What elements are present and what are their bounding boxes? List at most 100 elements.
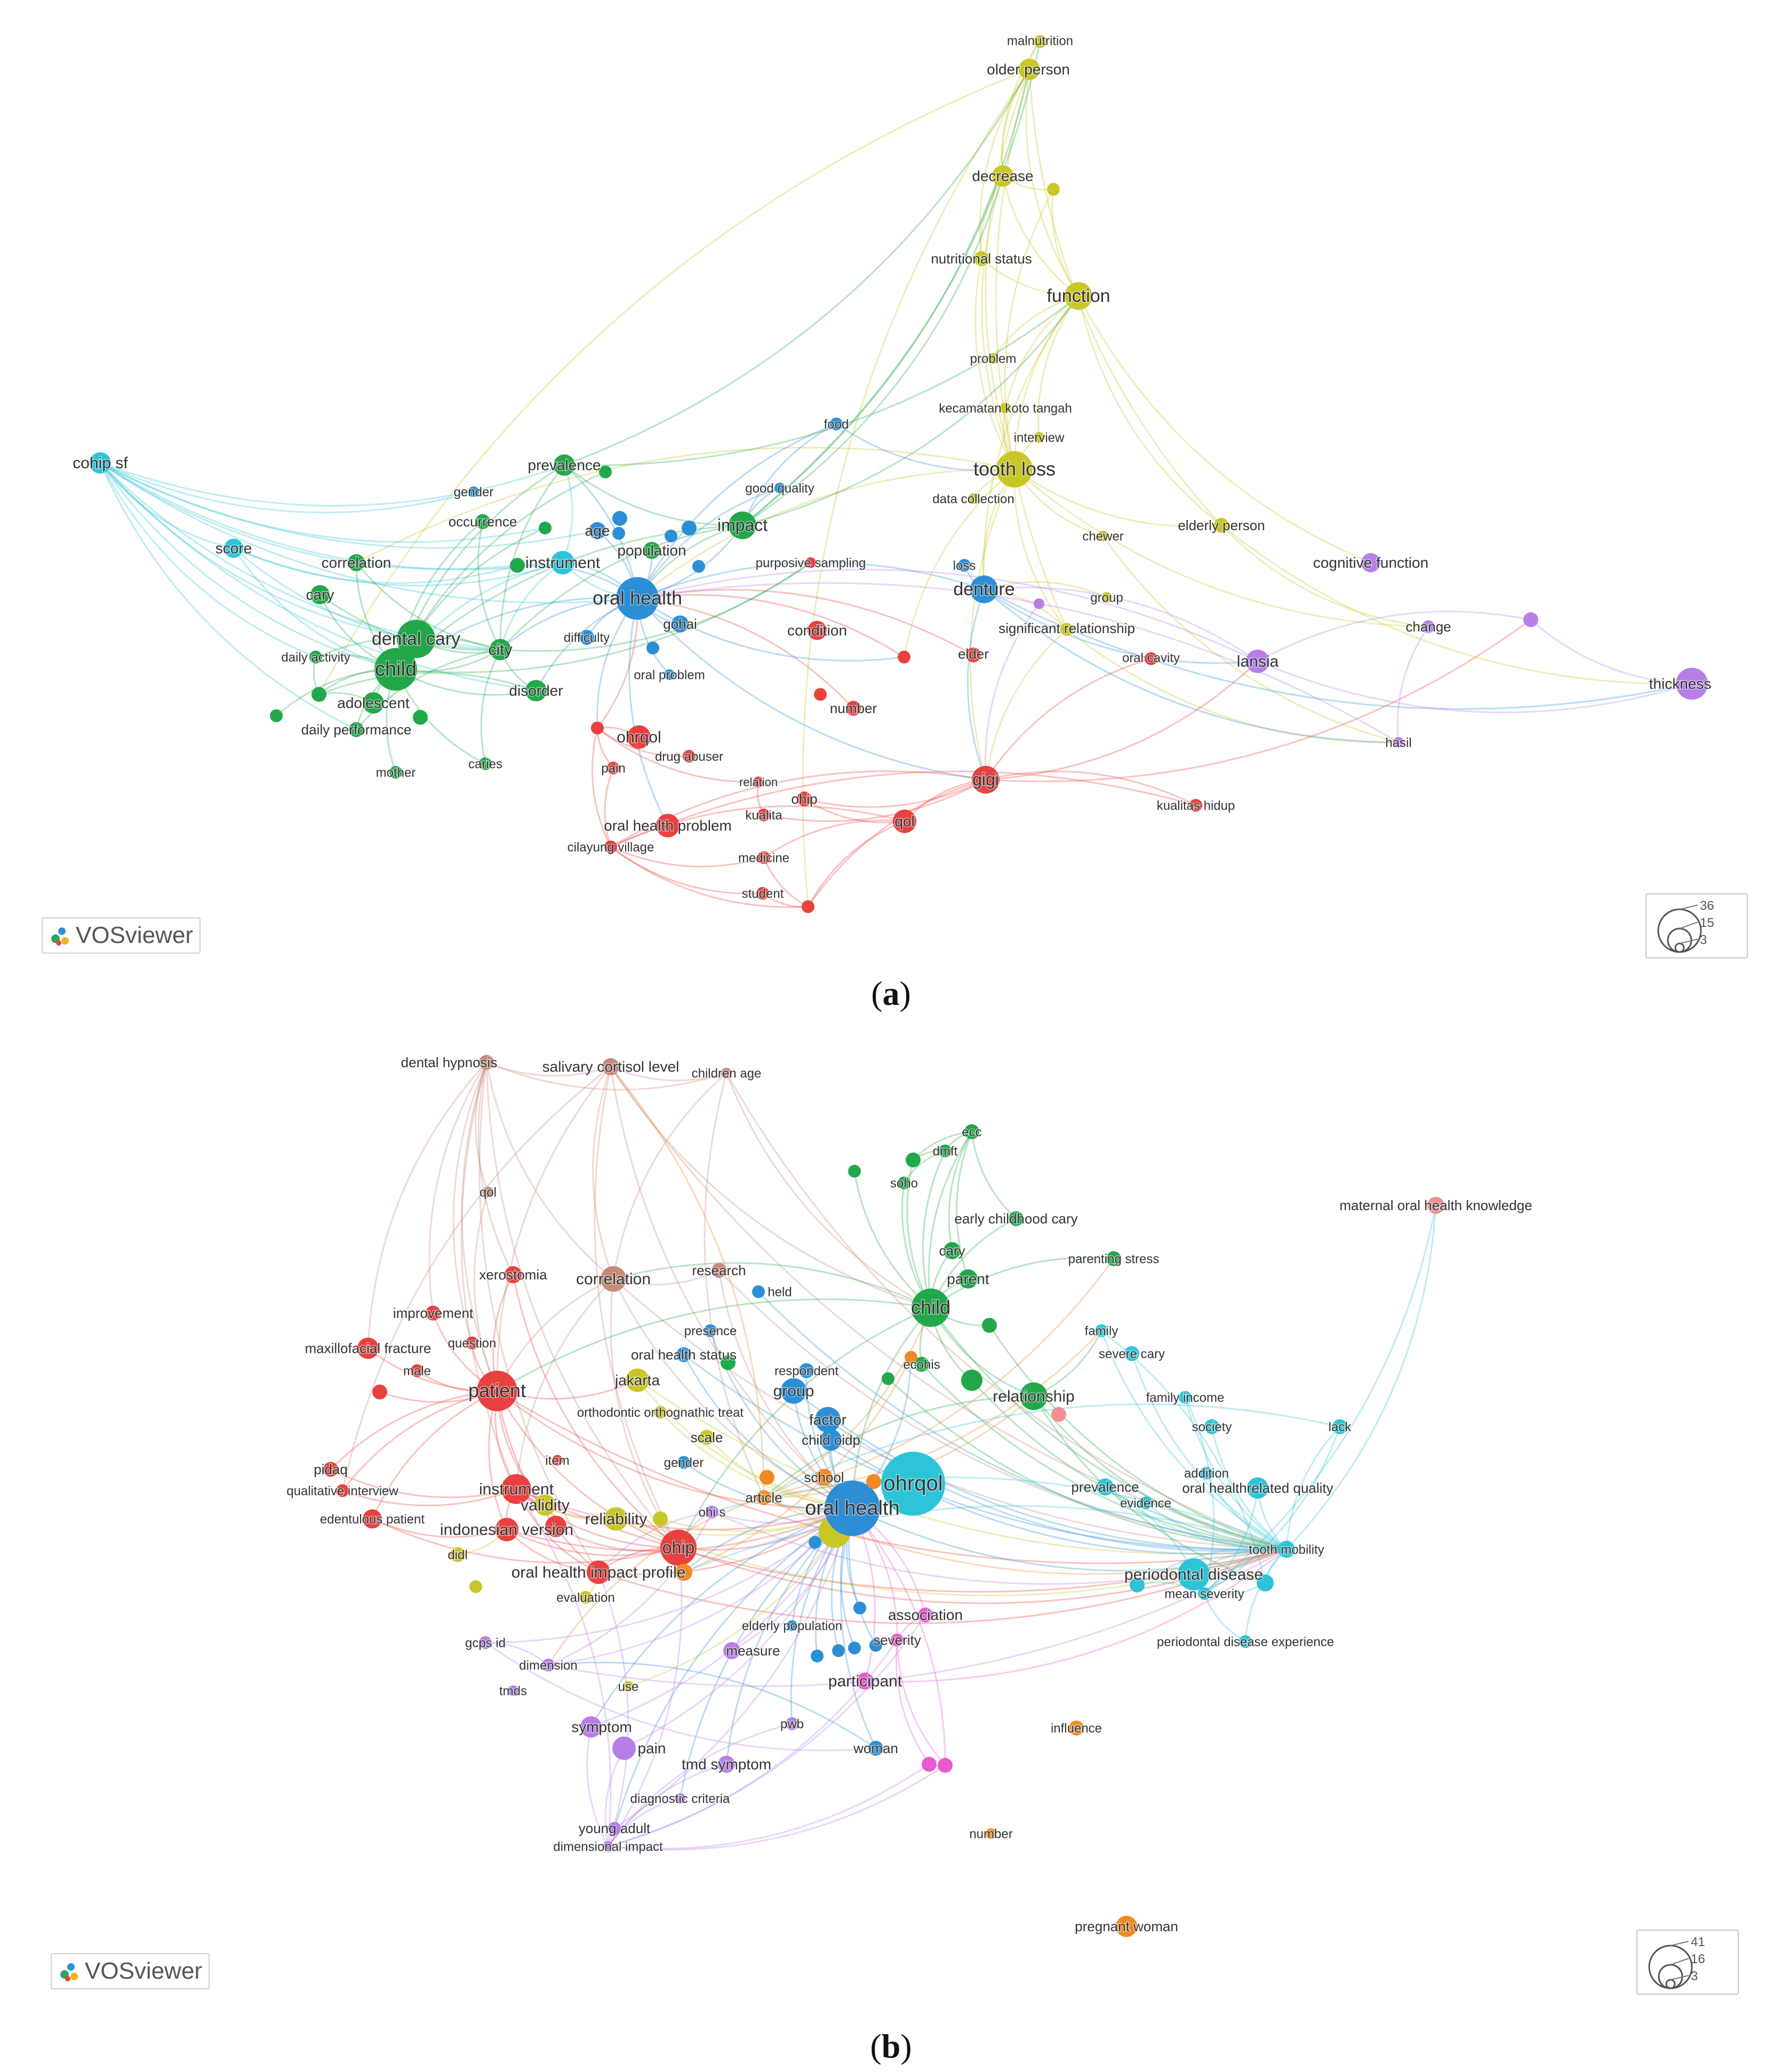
node-use[interactable] xyxy=(623,1681,634,1692)
node-number[interactable] xyxy=(986,1828,996,1839)
node-pain[interactable] xyxy=(612,1737,636,1760)
node-tmd-symptom[interactable] xyxy=(718,1756,735,1773)
node-unlabeled[interactable] xyxy=(848,1165,861,1178)
node-pidaq[interactable] xyxy=(323,1462,338,1477)
node-gohai[interactable] xyxy=(672,615,689,633)
node-ohi-s[interactable] xyxy=(706,1506,718,1518)
node-lansia[interactable] xyxy=(1246,650,1269,673)
node-evidence[interactable] xyxy=(1139,1497,1152,1509)
node-severe-cary[interactable] xyxy=(1124,1346,1139,1361)
node-unlabeled[interactable] xyxy=(1051,1407,1066,1422)
node-patient[interactable] xyxy=(477,1371,517,1411)
node-age[interactable] xyxy=(589,522,606,539)
node-unlabeled[interactable] xyxy=(612,527,625,540)
node-mean-severity[interactable] xyxy=(1198,1587,1211,1600)
node-measure[interactable] xyxy=(723,1642,740,1659)
node-unlabeled[interactable] xyxy=(372,1385,387,1399)
node-pregnant-woman[interactable] xyxy=(1116,1916,1137,1937)
node-tmds[interactable] xyxy=(508,1685,518,1696)
node-loss[interactable] xyxy=(958,559,971,572)
node-elder[interactable] xyxy=(966,647,981,662)
node-article[interactable] xyxy=(756,1490,771,1505)
node-correlation[interactable] xyxy=(348,554,365,571)
node-diagnostic-criteria[interactable] xyxy=(675,1793,685,1804)
node-severity[interactable] xyxy=(891,1634,904,1646)
node-dmft[interactable] xyxy=(939,1145,952,1157)
node-unlabeled[interactable] xyxy=(866,1474,881,1489)
node-condition[interactable] xyxy=(808,621,827,640)
node-held[interactable] xyxy=(752,1285,765,1298)
node-qualitative-interview[interactable] xyxy=(336,1484,349,1497)
node-difficulty[interactable] xyxy=(579,630,594,645)
node-unlabeled[interactable] xyxy=(961,1370,982,1391)
node-cary[interactable] xyxy=(310,585,330,604)
node-unlabeled[interactable] xyxy=(1047,183,1060,196)
node-association[interactable] xyxy=(918,1607,933,1622)
node-reliability[interactable] xyxy=(604,1507,628,1531)
node-influence[interactable] xyxy=(1069,1721,1084,1735)
node-improvement[interactable] xyxy=(426,1306,441,1321)
node-pwb[interactable] xyxy=(786,1717,798,1730)
node-unlabeled[interactable] xyxy=(814,688,827,701)
node-unlabeled[interactable] xyxy=(898,651,910,663)
node-medicine[interactable] xyxy=(757,851,770,864)
node-unlabeled[interactable] xyxy=(469,1580,482,1593)
node-interview[interactable] xyxy=(1034,432,1044,443)
node-question[interactable] xyxy=(466,1337,478,1349)
node-dimension[interactable] xyxy=(542,1659,555,1671)
node-group[interactable] xyxy=(1101,592,1112,603)
node-unlabeled[interactable] xyxy=(539,522,552,534)
node-ecohis[interactable] xyxy=(914,1357,929,1372)
node-periodontal-disease-experience[interactable] xyxy=(1239,1635,1252,1648)
node-unlabeled[interactable] xyxy=(905,1351,917,1364)
node-maxillofacial-fracture[interactable] xyxy=(357,1338,379,1359)
node-qol[interactable] xyxy=(893,810,916,833)
node-problem[interactable] xyxy=(988,353,998,364)
node-society[interactable] xyxy=(1204,1419,1219,1434)
node-gender[interactable] xyxy=(677,1456,690,1469)
node-relation[interactable] xyxy=(753,777,764,787)
node-cohip-sf[interactable] xyxy=(90,452,111,474)
node-unlabeled[interactable] xyxy=(270,709,283,722)
node-dimensional-impact[interactable] xyxy=(603,1841,613,1852)
node-pain[interactable] xyxy=(607,762,620,774)
node-denture[interactable] xyxy=(970,575,998,603)
node-jakarta[interactable] xyxy=(626,1369,649,1392)
node-ohrqol[interactable] xyxy=(627,725,651,749)
node-chewer[interactable] xyxy=(1098,531,1108,541)
node-ohrqol[interactable] xyxy=(881,1452,945,1516)
node-edentulous-patient[interactable] xyxy=(363,1509,382,1529)
node-unlabeled[interactable] xyxy=(545,1516,566,1537)
node-unlabeled[interactable] xyxy=(811,1650,824,1662)
node-unlabeled[interactable] xyxy=(599,466,612,478)
node-score[interactable] xyxy=(224,539,243,558)
node-elderly-population[interactable] xyxy=(787,1620,797,1631)
node-evaluation[interactable] xyxy=(579,1591,592,1604)
node-kualita[interactable] xyxy=(757,809,770,821)
node-hasil[interactable] xyxy=(1393,737,1404,748)
node-oral-problem[interactable] xyxy=(664,669,675,680)
node-unlabeled[interactable] xyxy=(1034,598,1044,609)
node-oral-health-impact-profile[interactable] xyxy=(587,1561,610,1584)
node-cognitive-function[interactable] xyxy=(1361,553,1380,572)
node-oral-health[interactable] xyxy=(825,1481,880,1536)
node-scale[interactable] xyxy=(699,1430,714,1445)
node-kualitas-hidup[interactable] xyxy=(1189,799,1202,812)
node-unlabeled[interactable] xyxy=(848,1642,861,1654)
node-good-quality[interactable] xyxy=(774,483,785,493)
node-food[interactable] xyxy=(830,418,843,430)
node-unlabeled[interactable] xyxy=(809,1536,821,1549)
node-tooth-mobility[interactable] xyxy=(1278,1541,1295,1558)
node-symptom[interactable] xyxy=(580,1716,602,1738)
node-unlabeled[interactable] xyxy=(982,1318,997,1333)
node-mother[interactable] xyxy=(389,766,402,779)
node-unlabeled[interactable] xyxy=(413,710,428,725)
node-occurrence[interactable] xyxy=(475,514,490,529)
node-drug-abuser[interactable] xyxy=(683,750,696,763)
node-male[interactable] xyxy=(411,1364,423,1377)
node-unlabeled[interactable] xyxy=(1523,612,1538,627)
node-adolescent[interactable] xyxy=(363,692,384,714)
node-decrease[interactable] xyxy=(992,165,1013,187)
node-oral-health-problem[interactable] xyxy=(656,814,680,837)
node-older-person[interactable] xyxy=(1019,59,1040,80)
